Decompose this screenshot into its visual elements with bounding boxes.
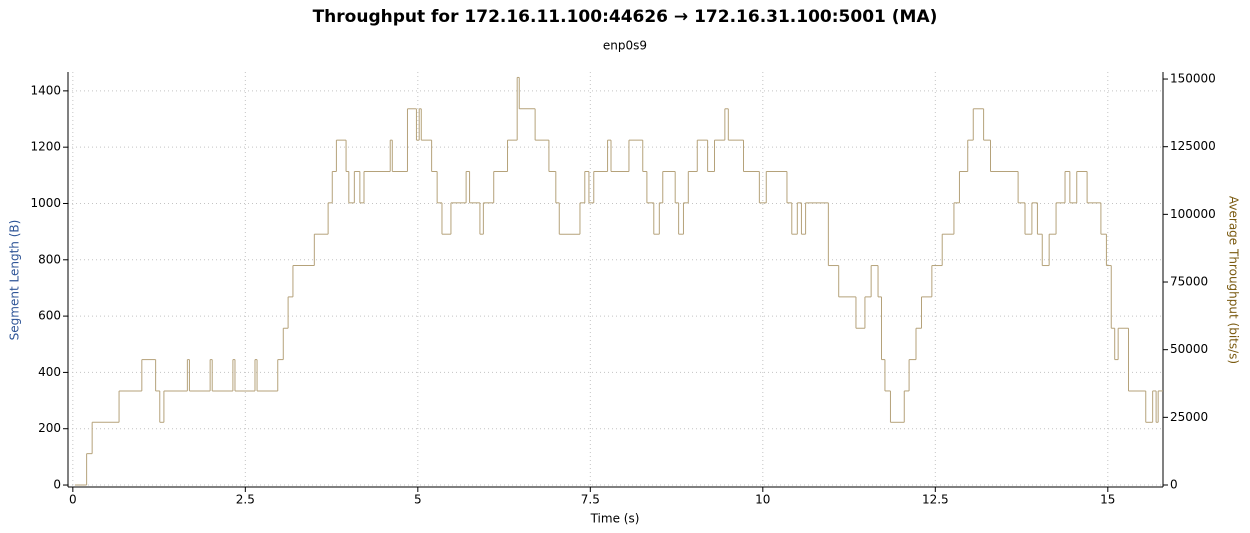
y-tick-label: 800 — [38, 252, 61, 266]
y-tick-label: 0 — [53, 478, 61, 492]
y2-tick-label: 125000 — [1170, 139, 1216, 153]
y-tick-label: 1000 — [30, 196, 61, 210]
y-tick-label: 1400 — [30, 83, 61, 97]
y2-axis-title: Average Throughput (bits/s) — [1227, 196, 1241, 364]
y2-tick-label: 50000 — [1170, 342, 1208, 356]
x-axis-title: Time (s) — [590, 512, 640, 526]
y2-tick-label: 0 — [1170, 477, 1178, 491]
chart-subtitle: enp0s9 — [603, 39, 647, 53]
x-tick-label: 2.5 — [236, 493, 255, 507]
y-tick-label: 600 — [38, 309, 61, 323]
y-axis-title: Segment Length (B) — [8, 220, 22, 341]
x-tick-label: 5 — [414, 493, 422, 507]
y2-tick-label: 75000 — [1170, 275, 1208, 289]
chart-title: Throughput for 172.16.11.100:44626 → 172… — [313, 7, 938, 27]
y-tick-label: 1200 — [30, 140, 61, 154]
x-tick-label: 0 — [69, 493, 77, 507]
y-tick-label: 200 — [38, 421, 61, 435]
x-tick-label: 15 — [1100, 493, 1115, 507]
y2-tick-label: 150000 — [1170, 72, 1216, 86]
y-tick-label: 400 — [38, 365, 61, 379]
x-tick-label: 10 — [755, 493, 770, 507]
x-tick-label: 12.5 — [922, 493, 949, 507]
y2-tick-label: 25000 — [1170, 410, 1208, 424]
x-tick-label: 7.5 — [581, 493, 600, 507]
y2-tick-label: 100000 — [1170, 207, 1216, 221]
